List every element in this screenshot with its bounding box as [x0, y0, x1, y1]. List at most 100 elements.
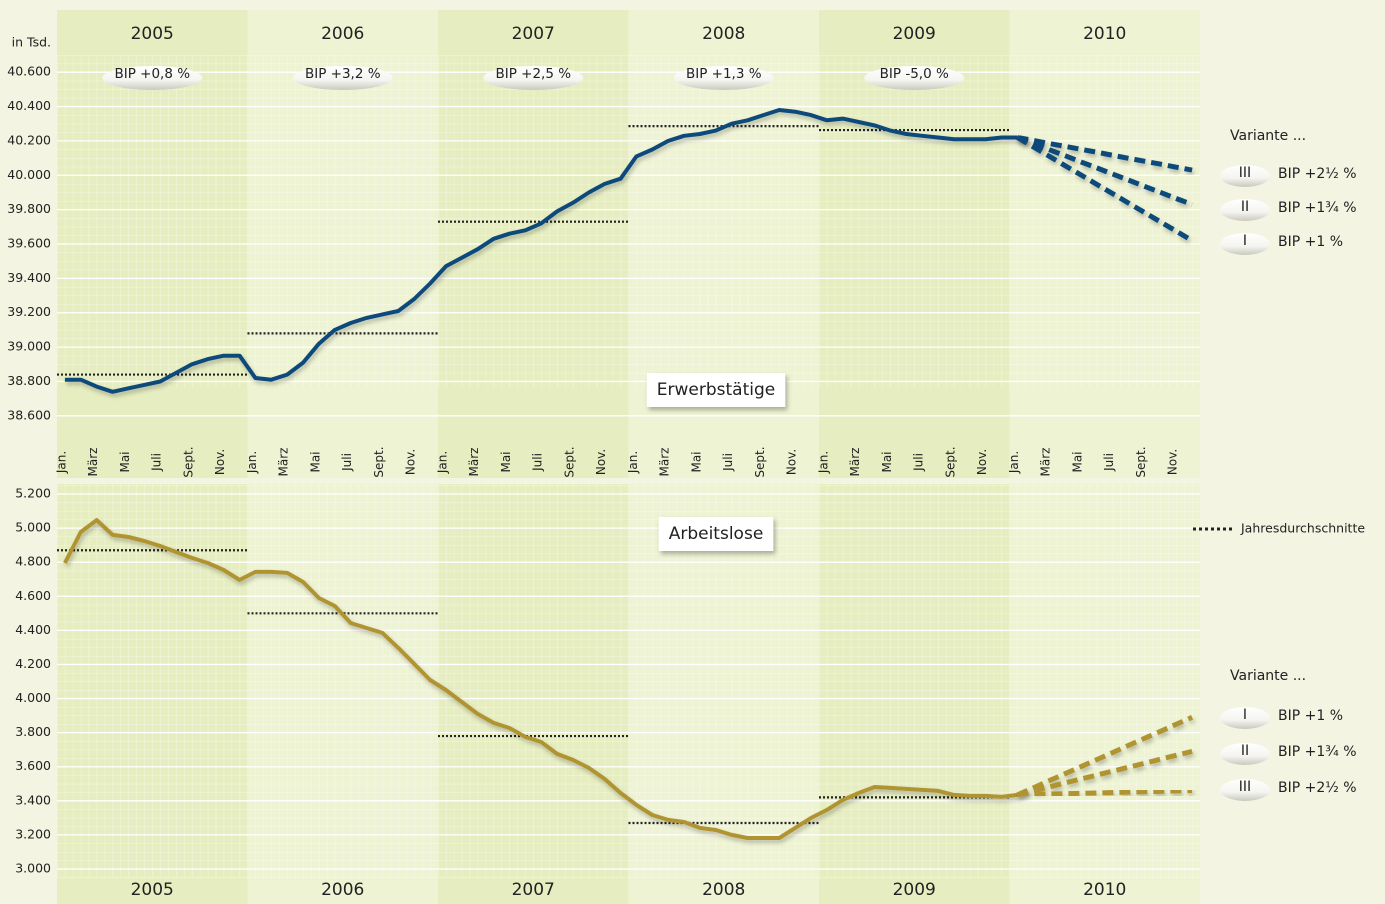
- annotation: BIP +2,5 %: [495, 66, 571, 82]
- y-tick-label: 39.600: [7, 236, 51, 251]
- variant-line: [1016, 135, 1193, 207]
- year-label: 2005: [131, 880, 174, 900]
- y-tick-label: 3.000: [15, 861, 51, 876]
- x-tick-label: März: [848, 448, 862, 477]
- x-tick-label: März: [1039, 448, 1053, 477]
- x-tick-label: Juli: [721, 453, 735, 472]
- legend-pill: [1220, 779, 1270, 801]
- legend-title: Variante ...: [1230, 128, 1306, 144]
- legend-average-label: Jahresdurchschnitte: [1240, 521, 1365, 536]
- legend-label: BIP +1 %: [1278, 708, 1343, 724]
- x-tick-label: Juli: [1102, 453, 1116, 472]
- legend-variant: I: [1243, 707, 1247, 723]
- x-tick-label: Juli: [150, 453, 164, 472]
- x-tick-label: Juli: [912, 453, 926, 472]
- x-tick-label: Jan.: [245, 451, 259, 474]
- chart-title: Arbeitslose: [669, 524, 764, 544]
- year-label: 2008: [702, 24, 745, 44]
- year-label: 2009: [893, 24, 936, 44]
- y-tick-label: 3.600: [15, 758, 51, 773]
- y-tick-label: 3.400: [15, 792, 51, 807]
- y-axis-label: in Tsd.: [12, 35, 51, 50]
- data-line: [63, 518, 1018, 840]
- year-label: 2009: [893, 880, 936, 900]
- legend-variant: III: [1239, 165, 1251, 181]
- legend-pill: [1220, 165, 1270, 187]
- legend-variant: II: [1241, 743, 1249, 759]
- x-tick-label: März: [86, 448, 100, 477]
- legend-pill: [1220, 743, 1270, 765]
- chart-title: Erwerbstätige: [657, 380, 775, 400]
- legend-pill: [1220, 233, 1270, 255]
- y-tick-label: 4.600: [15, 588, 51, 603]
- x-tick-label: Jan.: [1007, 451, 1021, 474]
- annotation-pill: [864, 66, 965, 90]
- x-tick-label: Jan.: [435, 451, 449, 474]
- x-tick-label: Mai: [118, 451, 132, 472]
- y-tick-label: 40.600: [7, 64, 51, 79]
- x-tick-label: Juli: [340, 453, 354, 472]
- variant-line: [1017, 788, 1193, 798]
- year-label: 2010: [1083, 880, 1126, 900]
- legend-label: BIP +2½ %: [1278, 166, 1357, 182]
- variant-line: [1016, 715, 1194, 798]
- year-label: 2006: [321, 880, 364, 900]
- legend-pill: [1220, 707, 1270, 729]
- y-tick-label: 4.200: [15, 656, 51, 671]
- y-tick-label: 38.800: [7, 373, 51, 388]
- x-tick-label: Sept.: [1134, 446, 1148, 477]
- y-tick-label: 39.800: [7, 201, 51, 216]
- variant-line: [1016, 135, 1193, 173]
- x-tick-label: Mai: [499, 451, 513, 472]
- y-tick-label: 39.000: [7, 339, 51, 354]
- x-tick-label: Nov.: [213, 449, 227, 475]
- x-tick-label: Sept.: [943, 446, 957, 477]
- minor-grid-area: [57, 55, 1200, 388]
- y-tick-label: 5.000: [15, 520, 51, 535]
- y-tick-label: 38.600: [7, 407, 51, 422]
- y-tick-label: 39.200: [7, 304, 51, 319]
- legend-label: BIP +2½ %: [1278, 780, 1357, 796]
- x-tick-label: Nov.: [594, 449, 608, 475]
- legend-variant: III: [1239, 779, 1251, 795]
- x-tick-label: März: [658, 448, 672, 477]
- annotation-pill: [483, 66, 584, 90]
- y-tick-label: 4.000: [15, 690, 51, 705]
- annotation-pill: [673, 66, 774, 90]
- x-tick-label: Sept.: [562, 446, 576, 477]
- x-tick-label: Mai: [880, 451, 894, 472]
- x-tick-label: Sept.: [372, 446, 386, 477]
- legend-label: BIP +1¾ %: [1278, 200, 1357, 216]
- x-tick-label: Mai: [1070, 451, 1084, 472]
- legend-label: BIP +1 %: [1278, 234, 1343, 250]
- variant-line: [1016, 748, 1193, 798]
- y-tick-label: 40.000: [7, 167, 51, 182]
- x-tick-label: Mai: [689, 451, 703, 472]
- year-label: 2007: [512, 24, 555, 44]
- legend-label: BIP +1¾ %: [1278, 744, 1357, 760]
- x-tick-label: Nov.: [404, 449, 418, 475]
- legend-pill: [1220, 199, 1270, 221]
- y-tick-label: 40.400: [7, 98, 51, 113]
- y-tick-label: 4.800: [15, 554, 51, 569]
- year-label: 2006: [321, 24, 364, 44]
- x-tick-label: März: [277, 448, 291, 477]
- y-tick-label: 5.200: [15, 486, 51, 501]
- annotation: BIP +0,8 %: [114, 66, 190, 82]
- x-tick-label: Juli: [531, 453, 545, 472]
- y-tick-label: 3.800: [15, 724, 51, 739]
- minor-grid-area: [57, 484, 1200, 878]
- y-tick-label: 4.400: [15, 622, 51, 637]
- legend-variant: I: [1243, 233, 1247, 249]
- x-tick-label: Nov.: [1166, 449, 1180, 475]
- x-tick-label: März: [467, 448, 481, 477]
- x-tick-label: Mai: [308, 451, 322, 472]
- x-tick-label: Jan.: [54, 451, 68, 474]
- annotation-pill: [102, 66, 203, 90]
- annotation: BIP -5,0 %: [880, 66, 949, 82]
- annotation: BIP +3,2 %: [305, 66, 381, 82]
- year-label: 2010: [1083, 24, 1126, 44]
- title-box: [658, 517, 774, 551]
